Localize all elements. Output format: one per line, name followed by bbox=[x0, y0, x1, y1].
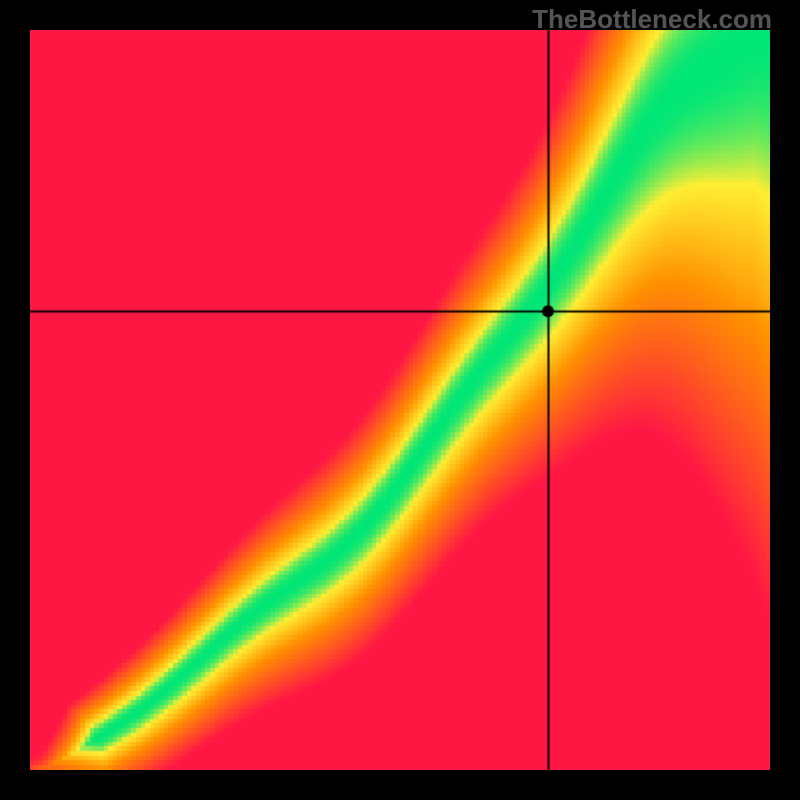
watermark-text: TheBottleneck.com bbox=[532, 4, 772, 35]
chart-container: TheBottleneck.com bbox=[0, 0, 800, 800]
bottleneck-heatmap bbox=[30, 30, 770, 770]
